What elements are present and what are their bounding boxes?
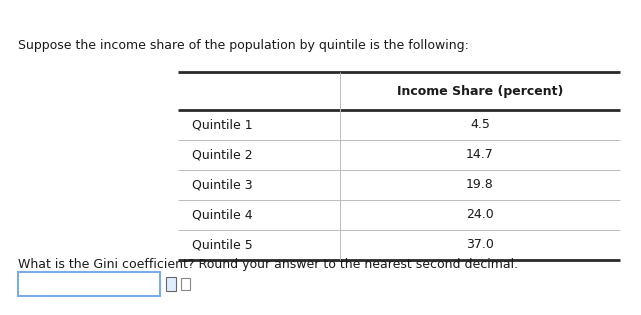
Text: 37.0: 37.0 xyxy=(466,238,494,251)
FancyBboxPatch shape xyxy=(181,278,190,290)
Text: Quintile 1: Quintile 1 xyxy=(192,118,253,131)
FancyBboxPatch shape xyxy=(166,277,176,291)
Text: 24.0: 24.0 xyxy=(466,209,494,221)
Text: Quintile 4: Quintile 4 xyxy=(192,209,253,221)
FancyBboxPatch shape xyxy=(18,272,160,296)
Text: Income Share (percent): Income Share (percent) xyxy=(397,84,563,98)
Text: Quintile 2: Quintile 2 xyxy=(192,148,253,162)
Text: Quintile 3: Quintile 3 xyxy=(192,179,253,192)
Text: 19.8: 19.8 xyxy=(466,179,494,192)
Text: Quintile 5: Quintile 5 xyxy=(192,238,253,251)
Text: 4.5: 4.5 xyxy=(470,118,490,131)
Text: What is the Gini coefficient? Round your answer to the nearest second decimal.: What is the Gini coefficient? Round your… xyxy=(18,258,518,271)
Text: Suppose the income share of the population by quintile is the following:: Suppose the income share of the populati… xyxy=(18,39,469,52)
Text: 14.7: 14.7 xyxy=(466,148,494,162)
